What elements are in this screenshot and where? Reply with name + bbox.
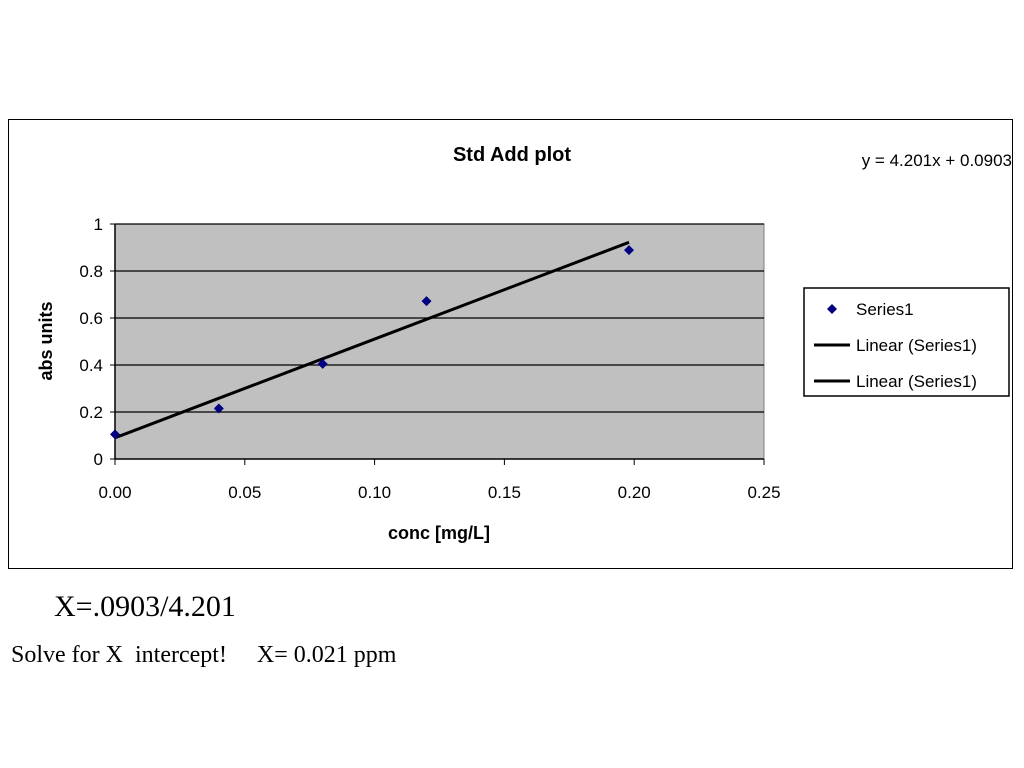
y-tick-label: 0.6 — [79, 309, 103, 328]
x-tick-label: 0.25 — [747, 483, 780, 502]
x-axis-label: conc [mg/L] — [388, 523, 490, 543]
std-add-chart: 0 0.2 0.4 0.6 0.8 1 0.00 0.05 0.10 0.15 0.20 0.25 St… — [36, 144, 1012, 543]
y-tick-label: 0 — [94, 450, 103, 469]
y-tick-label: 0.8 — [79, 262, 103, 281]
legend-marker-diamond — [827, 304, 837, 314]
y-tick-label: 1 — [94, 215, 103, 234]
x-tick-label: 0.15 — [488, 483, 521, 502]
data-point — [110, 429, 120, 440]
data-point — [624, 245, 635, 256]
trendline — [114, 240, 630, 440]
x-tick-label: 0.10 — [358, 483, 391, 502]
data-point — [213, 403, 224, 414]
chart-title: Std Add plot — [453, 144, 571, 166]
chart-frame: 0 0.2 0.4 0.6 0.8 1 0.00 0.05 0.10 0.15 0.20 0.25 St… — [8, 119, 1013, 569]
x-tick-label: 0.05 — [228, 483, 261, 502]
legend-label: Linear (Series1) — [856, 372, 977, 391]
data-point — [421, 296, 432, 307]
legend-label: Linear (Series1) — [856, 336, 977, 355]
y-tick-label: 0.4 — [79, 356, 103, 375]
y-tick-label: 0.2 — [79, 403, 103, 422]
x-tick-label: 0.00 — [98, 483, 131, 502]
solve-note: Solve for X intercept! X= 0.021 ppm — [11, 642, 397, 668]
legend-label: Series1 — [856, 300, 914, 319]
trendline-equation: y = 4.201x + 0.0903 — [862, 151, 1012, 170]
legend-box — [803, 287, 1010, 397]
x-tick-label: 0.20 — [618, 483, 651, 502]
y-axis-label: abs units — [36, 301, 56, 380]
plot-area — [114, 223, 765, 460]
formula-note: X=.0903/4.201 — [54, 590, 236, 623]
data-point — [317, 358, 328, 369]
